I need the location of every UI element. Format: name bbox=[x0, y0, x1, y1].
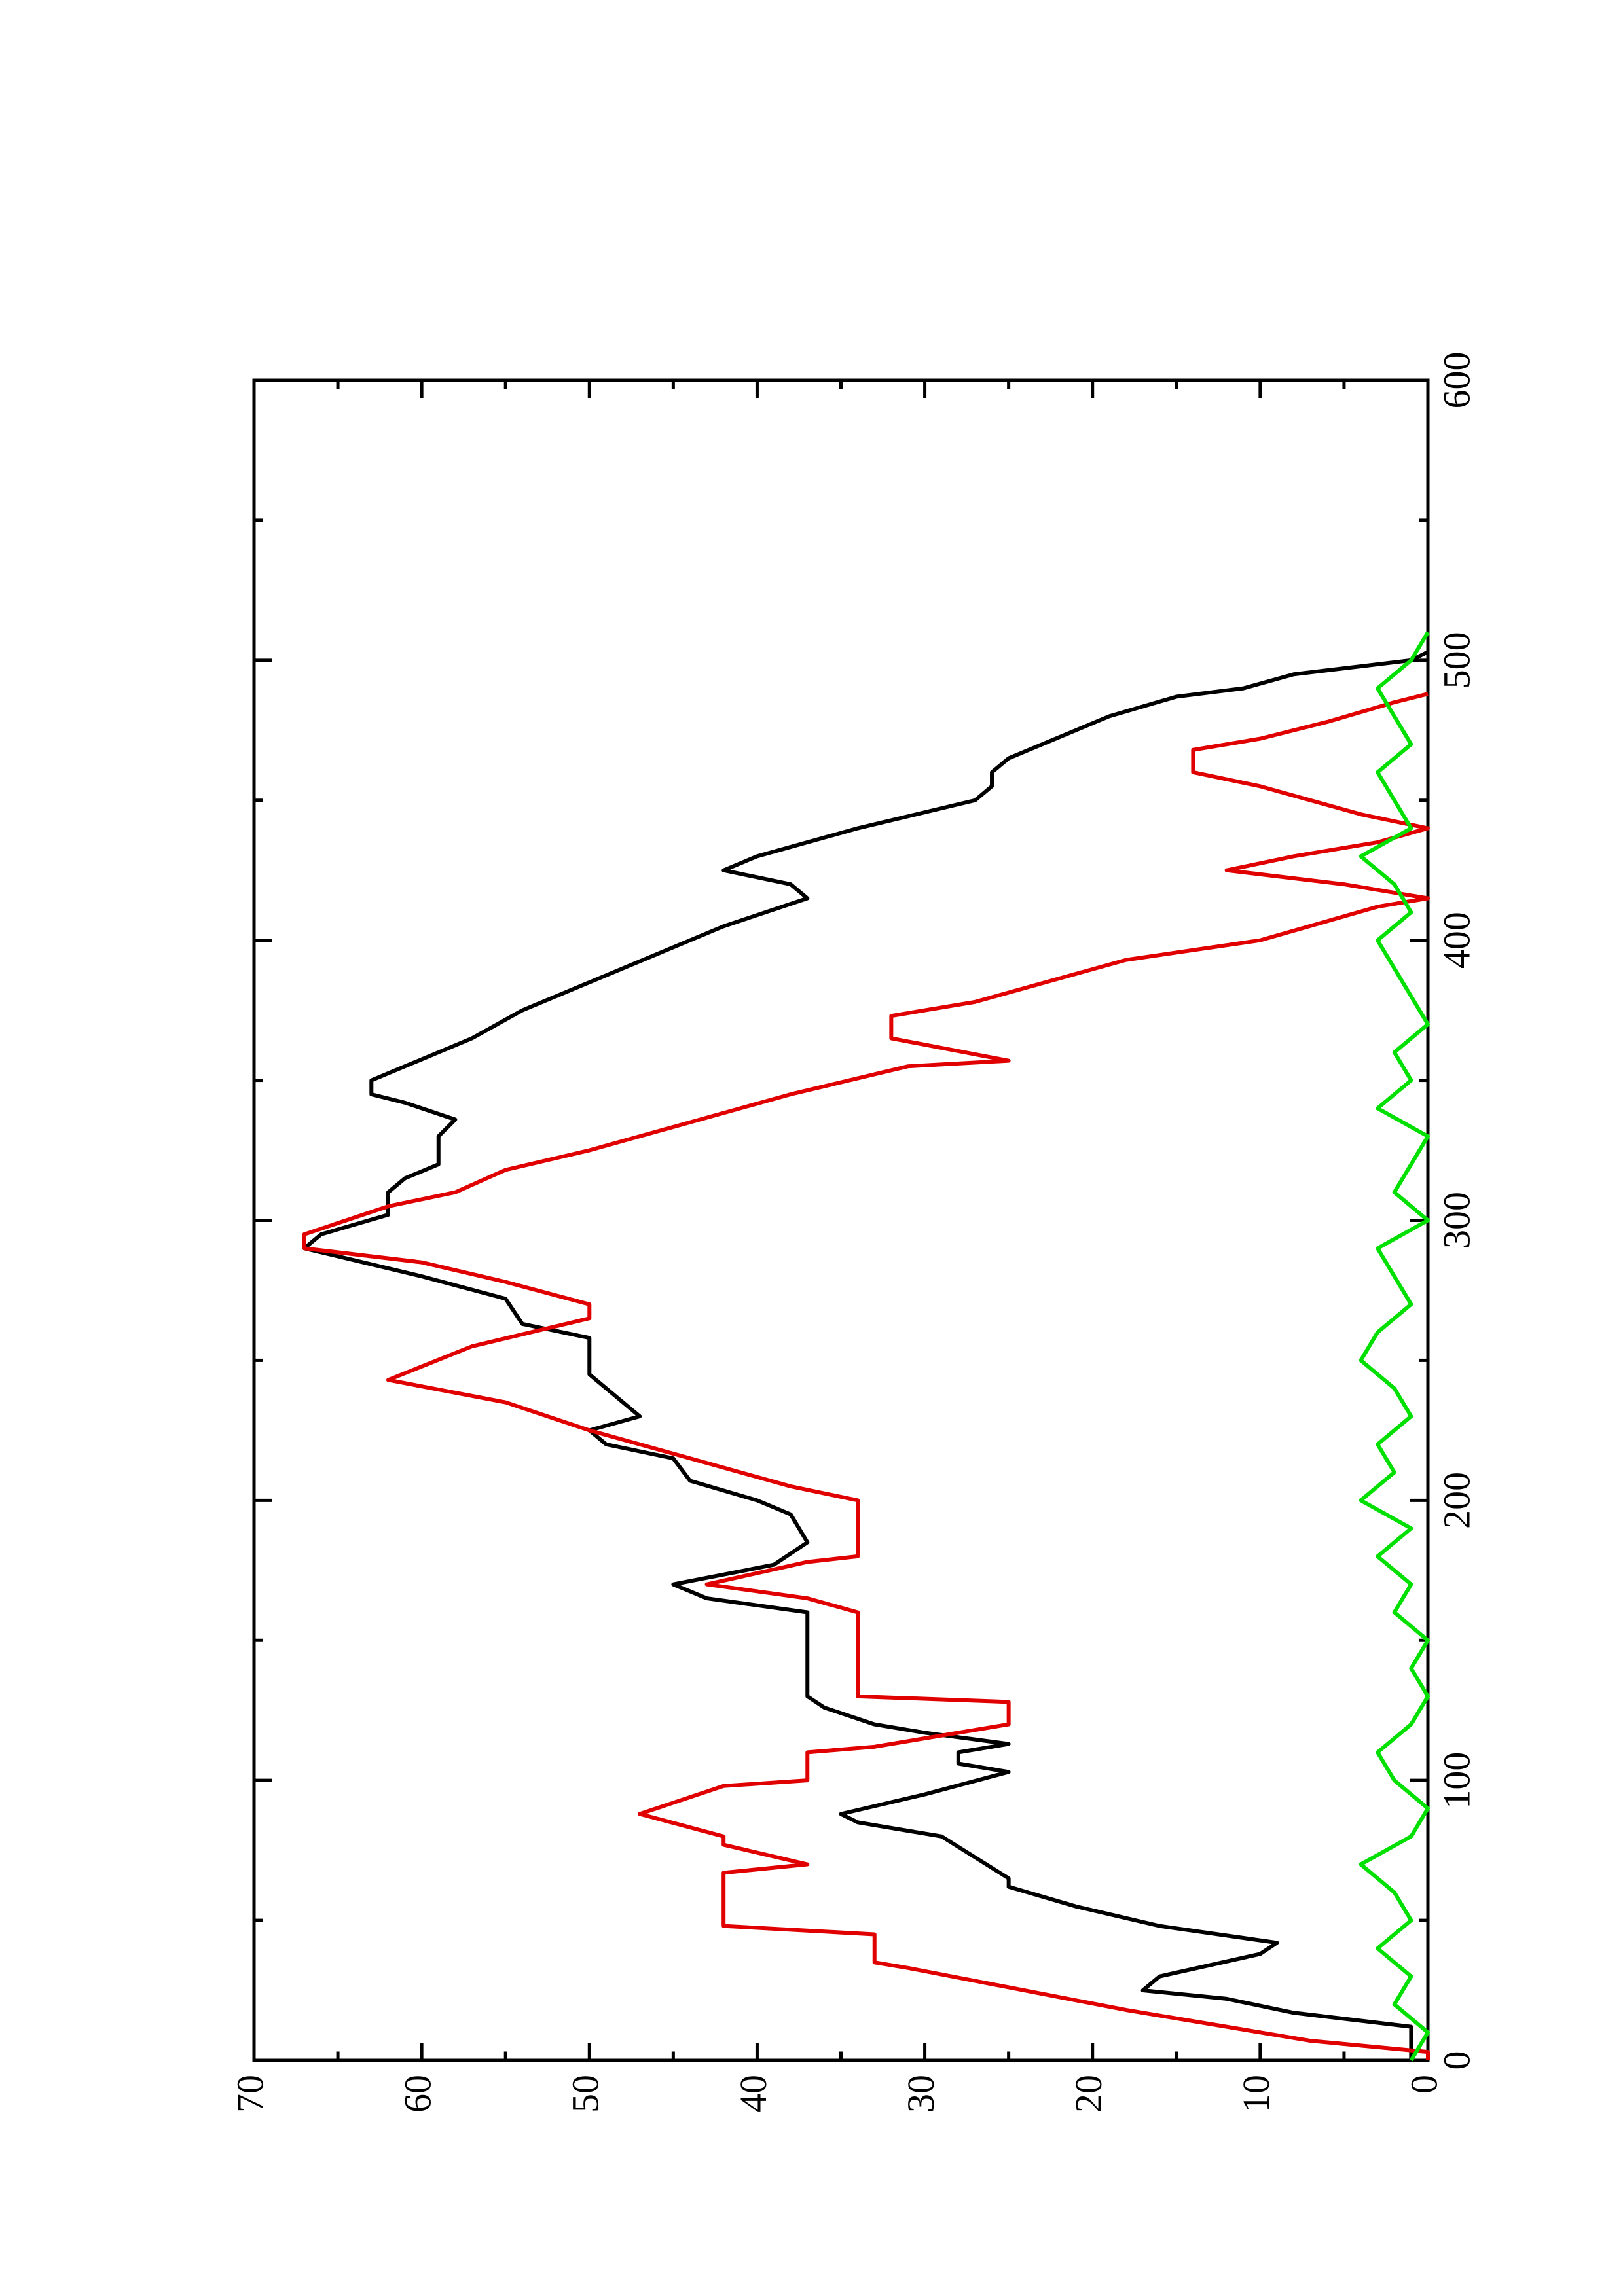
y-tick-label: 0 bbox=[1402, 2075, 1445, 2094]
y-tick-label: 30 bbox=[900, 2075, 942, 2113]
x-tick-label: 400 bbox=[1436, 912, 1478, 969]
series-line bbox=[302, 650, 1429, 2060]
y-tick-label: 40 bbox=[732, 2075, 775, 2113]
x-tick-label: 500 bbox=[1436, 632, 1478, 689]
x-tick-label: 100 bbox=[1436, 1752, 1478, 1809]
series-line bbox=[302, 692, 1430, 2060]
y-tick-label: 70 bbox=[228, 2075, 271, 2113]
y-tick-label: 60 bbox=[396, 2075, 439, 2113]
y-tick-label: 50 bbox=[564, 2075, 607, 2113]
x-tick-label: 300 bbox=[1436, 1192, 1478, 1249]
x-tick-label: 200 bbox=[1436, 1472, 1478, 1529]
x-tick-label: 600 bbox=[1436, 352, 1478, 409]
series-line bbox=[1359, 631, 1430, 2062]
y-tick-label: 20 bbox=[1067, 2075, 1110, 2113]
y-tick-label: 10 bbox=[1235, 2075, 1277, 2113]
x-tick-label: 0 bbox=[1436, 2051, 1478, 2070]
plot: 0 100 200 300 400 500 600 0 10 20 30 40 50 60 70 bbox=[228, 352, 1478, 2113]
